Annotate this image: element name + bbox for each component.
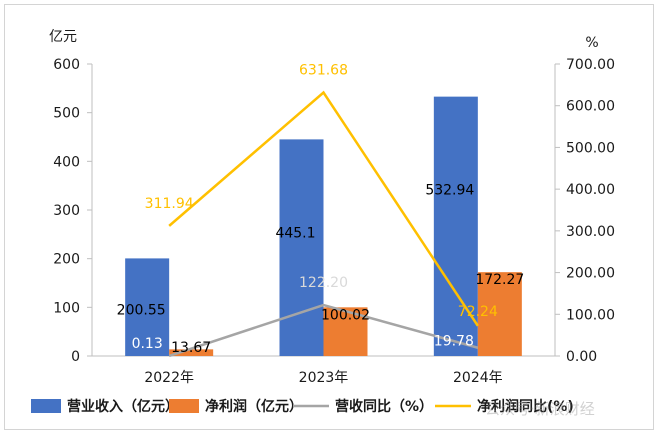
right-axis-tick-label: 100.00 <box>566 307 615 323</box>
right-axis-tick-label: 400.00 <box>566 182 615 198</box>
bar-revenue <box>279 139 324 356</box>
left-axis-tick-label: 400 <box>53 154 80 170</box>
left-axis-tick-label: 500 <box>53 106 80 122</box>
legend-net-profit-yoy-label: 净利润同比(%) <box>477 398 574 415</box>
left-axis-tick-label: 200 <box>53 252 80 268</box>
left-axis-tick-label: 0 <box>71 349 80 365</box>
x-axis-category-label: 2024年 <box>453 370 503 386</box>
right-axis-tick-label: 0.00 <box>566 349 597 365</box>
revenue-yoy-value-label: 0.13 <box>132 336 163 352</box>
revenue-yoy-value-label: 19.78 <box>434 334 474 350</box>
legend-net-profit-swatch <box>169 399 199 413</box>
net-profit-value-label: 172.27 <box>475 272 524 288</box>
legend-net-profit-label: 净利润（亿元） <box>205 398 303 415</box>
net-profit-value-label: 13.67 <box>171 340 211 356</box>
legend-revenue: 营业收入（亿元） <box>31 398 179 415</box>
left-axis-tick-label: 600 <box>53 57 80 73</box>
line-net-profit-yoy <box>168 90 479 327</box>
bar-revenue <box>125 258 170 356</box>
left-axis-unit-label: 亿元 <box>49 29 77 45</box>
watermark-text: 公众号·新浪财经 <box>485 400 595 418</box>
revenue-value-label: 532.94 <box>425 183 474 199</box>
left-axis-tick-label: 100 <box>53 300 80 316</box>
legend-revenue-yoy-label: 营收同比（%） <box>335 398 433 415</box>
x-axis-category-label: 2022年 <box>144 370 194 386</box>
right-axis-tick-label: 700.00 <box>566 57 615 73</box>
legend-net-profit: 净利润（亿元） <box>169 398 303 415</box>
x-axis-category-label: 2023年 <box>299 370 349 386</box>
chart-frame: 0 100 200 300 400 500 600 0.00 100.00 200.00 300.0… <box>4 4 654 430</box>
revenue-value-label: 445.1 <box>275 225 315 241</box>
net-profit-yoy-value-label: 72.24 <box>458 304 498 320</box>
line-revenue-yoy <box>168 303 479 358</box>
legend-revenue-yoy: 营收同比（%） <box>293 398 433 415</box>
right-axis-unit-label: % <box>585 35 598 51</box>
right-axis-tick-label: 200.00 <box>566 266 615 282</box>
combo-chart: 0 100 200 300 400 500 600 0.00 100.00 200.00 300.0… <box>31 29 615 418</box>
net-profit-value-label: 100.02 <box>321 307 370 323</box>
legend-net-profit-yoy: 净利润同比(%) <box>435 398 574 415</box>
revenue-yoy-value-label: 122.20 <box>299 275 348 291</box>
right-axis-tick-label: 600.00 <box>566 99 615 115</box>
legend-revenue-swatch <box>31 399 61 413</box>
revenue-value-label: 200.55 <box>117 302 166 318</box>
legend-revenue-label: 营业收入（亿元） <box>67 398 179 415</box>
bar-net-profit <box>477 272 522 356</box>
bar-net-profit <box>169 349 214 356</box>
right-axis-tick-label: 300.00 <box>566 224 615 240</box>
net-profit-yoy-value-label: 631.68 <box>299 62 348 78</box>
net-profit-yoy-value-label: 311.94 <box>145 196 194 212</box>
right-axis-tick-label: 500.00 <box>566 140 615 156</box>
left-axis-tick-label: 300 <box>53 203 80 219</box>
